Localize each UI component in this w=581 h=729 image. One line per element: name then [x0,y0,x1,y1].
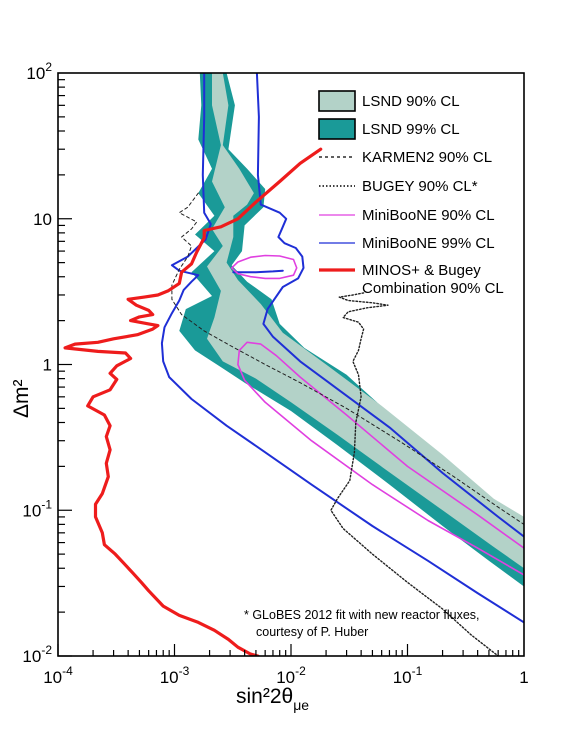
legend-item-bugey-90-cl: BUGEY 90% CL* [319,178,478,195]
footnote-line-2: courtesy of P. Huber [256,625,368,639]
x-tick-label-base: 10 [160,668,179,687]
y-tick-label: 10-1 [22,497,52,520]
miniboone-99-cl-curve-3 [255,73,524,538]
legend-swatch [318,90,356,112]
x-tick-label-exponent: -1 [412,664,423,678]
y-tick-label-exponent: 2 [45,60,52,74]
miniboone-99-cl-curve-4 [232,269,284,274]
x-axis-label-main: sin²2θ [236,685,293,708]
y-tick-label-base: 10 [26,64,45,83]
svg-text:sin²2θμe: sin²2θμe [236,685,309,713]
x-tick-label: 1 [519,668,528,687]
legend-label: MINOS+ & Bugey [362,262,481,279]
y-tick-label-base: 10 [22,647,41,666]
legend-item-miniboone-90-cl: MiniBooNE 90% CL [319,207,495,224]
minos-bugey-combination-90-cl-curve-9 [63,147,323,656]
legend-label: KARMEN2 90% CL [362,149,492,166]
x-axis-label-subscript: μe [293,697,309,713]
legend-label: MiniBooNE 90% CL [362,207,495,224]
lsnd-90-cl-region-1 [207,73,524,569]
axis-ticks [57,79,520,657]
legend-label: BUGEY 90% CL* [362,178,478,195]
x-tick-label-base: 10 [393,668,412,687]
miniboone-99-cl-curve-2 [160,73,524,624]
legend-item-miniboone-99-cl: MiniBooNE 99% CL [319,235,495,252]
legend-swatch [318,118,356,140]
y-tick-label: 1 [43,356,52,375]
x-tick-label-exponent: -3 [179,664,190,678]
x-tick-label: 10-4 [43,664,73,687]
bugey-90-cl-curve-8 [330,292,499,656]
x-axis-label: sin²2θμe [236,685,309,713]
y-tick-label-base: 10 [22,501,41,520]
x-tick-label-exponent: -4 [62,664,73,678]
y-tick-label-exponent: -1 [41,497,52,511]
y-axis-label: Δm² [10,379,33,418]
legend-item-lsnd-90-cl: LSND 90% CL [318,90,460,112]
karmen2-90-cl-curve-7 [171,192,524,525]
y-tick-label: 10-2 [22,643,52,666]
miniboone-90-cl-curve-5 [237,341,524,576]
footnote-line-1: * GLoBES 2012 fit with new reactor fluxe… [244,608,480,622]
y-tick-label-base: 1 [43,356,52,375]
legend-item-lsnd-99-cl: LSND 99% CL [318,118,460,140]
x-tick-label-base: 1 [519,668,528,687]
legend-label: LSND 90% CL [362,93,460,110]
legend-item-karmen2-90-cl: KARMEN2 90% CL [319,149,492,166]
miniboone-90-cl-curve-6 [230,254,298,280]
x-tick-label: 10-1 [393,664,423,687]
footnote: * GLoBES 2012 fit with new reactor fluxe… [244,608,480,639]
x-tick-label-exponent: -2 [295,664,306,678]
legend-label-line-2: Combination 90% CL [362,280,504,297]
plot-series [63,73,524,656]
x-tick-label: 10-2 [276,664,306,687]
y-tick-label: 102 [26,60,52,83]
legend-label: LSND 99% CL [362,121,460,138]
y-tick-label-exponent: -2 [41,643,52,657]
x-tick-label: 10-3 [160,664,190,687]
legend-label: MiniBooNE 99% CL [362,235,495,252]
legend: LSND 90% CL LSND 99% CL KARMEN2 90% CL BUGE… [318,90,504,297]
y-tick-label-base: 10 [33,210,52,229]
x-tick-label-base: 10 [43,668,62,687]
y-tick-label: 10 [33,210,52,229]
x-tick-label-base: 10 [276,668,295,687]
y-axis-label-text: Δm² [10,379,33,418]
